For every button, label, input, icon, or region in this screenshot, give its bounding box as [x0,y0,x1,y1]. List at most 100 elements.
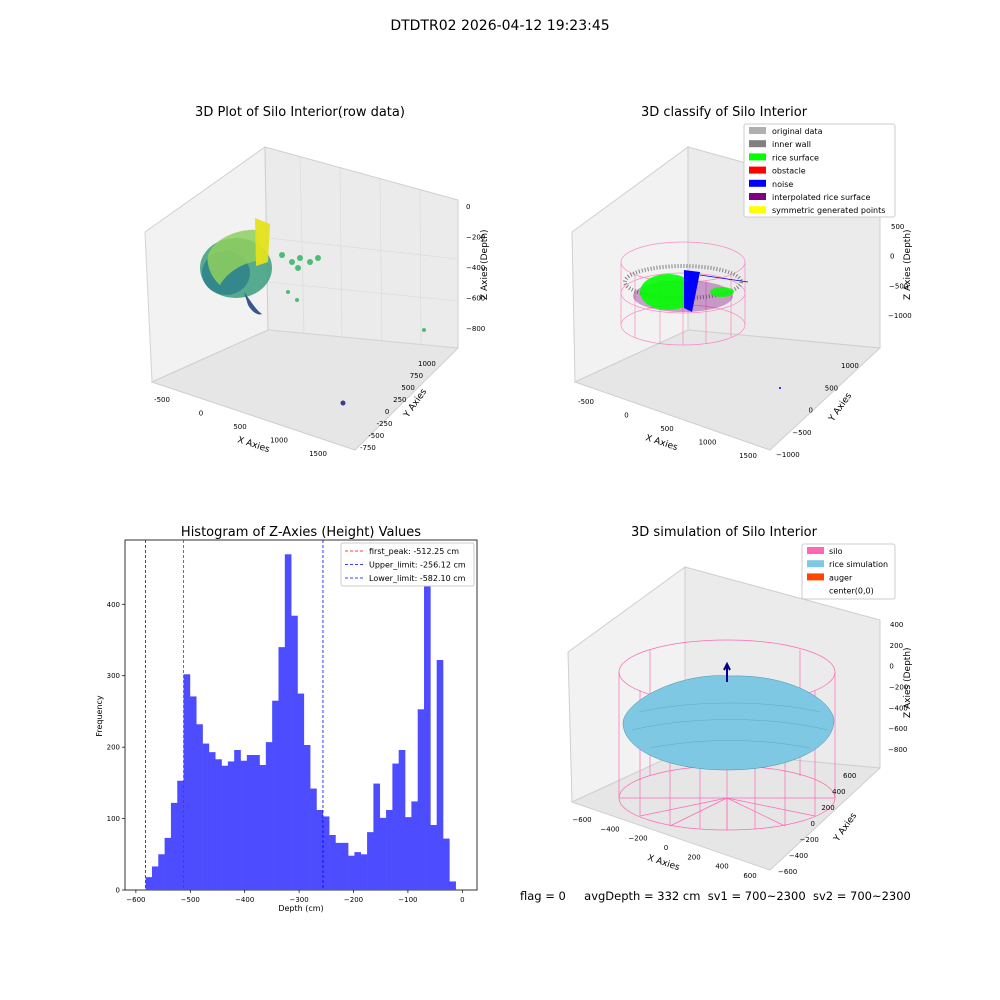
simulation-3d-plot: 3D simulation of Silo Interior −600 −400 −… [567,525,913,880]
z-tick-label: −400 [889,704,908,712]
histogram-bar [417,709,425,890]
y-tick-label: −600 [778,868,797,876]
sim-legend-label: rice simulation [829,560,888,569]
z-tick-label: 0 [890,253,894,261]
histogram-bar [202,743,210,890]
histogram-x-tick-label: 0 [460,896,464,904]
histogram-legend-label: Lower_limit: -582.10 cm [369,574,466,583]
classify-plot-title: 3D classify of Silo Interior [641,105,808,120]
sim-rice-surface [622,675,835,771]
histogram-bar [411,801,418,890]
x-tick-label: −200 [628,835,647,843]
classify-legend-swatch [749,206,766,214]
histogram-bar [360,854,368,890]
figure-title: DTDTR02 2026-04-12 19:23:45 [390,18,610,34]
sim-legend-label: silo [829,547,843,556]
sim-legend-label: auger [829,573,853,582]
raw-scatter-outliers [279,252,426,332]
histogram-bar [183,674,191,890]
classify-legend-swatch [749,153,766,161]
histogram-bar [379,817,387,890]
y-tick-label: -250 [377,420,393,428]
histogram-y-tick-label: 300 [107,672,120,680]
classify-noise-trail [699,274,749,283]
histogram-bar [348,855,355,890]
sim-legend: silo rice simulation auger center(0,0) [801,543,896,600]
histogram-bar [354,852,362,890]
histogram-y-tick-label: 200 [107,744,120,752]
y-tick-label: 500 [401,384,414,392]
y-tick-label: 1000 [841,362,859,370]
pane-gridline [299,156,305,334]
x-tick-label: 500 [233,423,246,431]
sim-rice-surface-mesh [631,702,829,749]
raw-plot-title: 3D Plot of Silo Interior(row data) [195,105,405,120]
histogram-bar [227,761,235,890]
histogram-bar [278,647,286,890]
y-tick-label: 250 [393,396,406,404]
histogram-x-label: Depth (cm) [278,904,323,913]
histogram-bar [291,615,298,890]
raw-data-3d-plot: 3D Plot of Silo Interior(row data) -500 0… [144,105,490,458]
histogram-bar [449,881,456,890]
histogram-bar [405,817,412,890]
histogram-bar [310,788,317,890]
classify-legend-label: original data [772,127,823,136]
histogram-bar [424,581,431,890]
simulation-plot-title: 3D simulation of Silo Interior [631,525,818,540]
x-tick-label: 0 [199,410,203,418]
histogram-x-tick-label: −200 [344,896,363,904]
histogram-bar [316,810,324,890]
pane-gridline [267,237,459,260]
x-tick-label: 400 [715,863,728,871]
histogram-bar [208,752,216,890]
histogram-bar [392,763,400,890]
histogram-bar [145,877,153,890]
histogram-bar [265,742,273,890]
z-tick-label: −1000 [888,312,912,320]
z-tick-label: 0 [466,203,470,211]
y-tick-label: 600 [843,772,856,780]
y-tick-label: 1000 [418,360,436,368]
classify-rice-surface [640,274,696,310]
histogram-bar [253,755,260,890]
z-tick-label: 200 [890,642,903,650]
classify-inner-wall [623,264,743,300]
histogram-bar [329,835,336,890]
x-tick-label: 1500 [309,450,327,458]
y-tick-label: −1000 [776,451,800,459]
z-tick-label: 0 [889,663,893,671]
z-tick-label: −600 [888,725,907,733]
classify-x-label: X Axies [644,433,679,453]
histogram-bar [341,842,349,890]
y-tick-label: −400 [789,852,808,860]
histogram-bar [303,745,311,890]
status-avg-depth: avgDepth = 332 cm [584,889,701,903]
classify-noise-cluster [684,270,700,312]
histogram-bar [259,765,267,890]
classify-z-label: Z Axies (Depth) [903,229,913,300]
classify-legend-label: interpolated rice surface [772,193,870,202]
sim-legend-swatch [807,573,824,581]
classify-legend: original data inner wall rice surface obsta… [743,123,896,218]
y-tick-label: 0 [811,820,815,828]
raw-point-cluster-yellow [255,218,270,266]
histogram-bar [398,750,406,890]
histogram-bar [335,842,343,890]
classify-legend-label: symmetric generated points [772,206,885,215]
histogram-bar [151,866,159,890]
histogram-x-tick-label: −400 [235,896,254,904]
sim-x-label: X Axies [646,853,681,873]
classify-legend-label: obstacle [772,167,806,176]
classify-legend-swatch [749,127,766,134]
raw-back-pane [264,146,459,349]
histogram-y-tick-label: 100 [107,815,120,823]
pane-gridline [339,167,343,338]
histogram-bar [430,825,437,890]
x-tick-label: -500 [578,398,594,406]
z-tick-label: −800 [888,746,907,754]
z-tick-label: 400 [890,621,903,629]
classify-legend-label: noise [772,180,793,189]
pane-gridline [267,281,459,302]
